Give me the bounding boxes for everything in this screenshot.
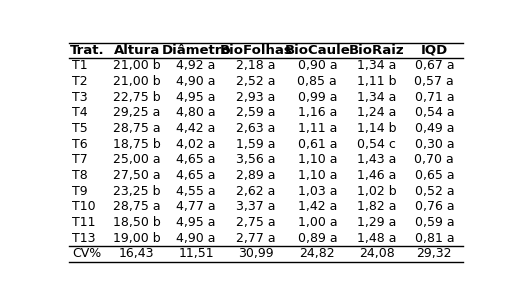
Text: 28,75 a: 28,75 a: [113, 200, 160, 213]
Text: 0,52 a: 0,52 a: [415, 184, 454, 198]
Text: 1,29 a: 1,29 a: [357, 216, 397, 229]
Text: Trat.: Trat.: [70, 44, 105, 57]
Text: 0,61 a: 0,61 a: [297, 138, 337, 150]
Text: 24,08: 24,08: [359, 247, 395, 260]
Text: 0,99 a: 0,99 a: [297, 91, 337, 103]
Text: 19,00 b: 19,00 b: [113, 231, 160, 245]
Text: CV%: CV%: [72, 247, 101, 260]
Text: 23,25 b: 23,25 b: [113, 184, 160, 198]
Text: T8: T8: [72, 169, 88, 182]
Text: 0,89 a: 0,89 a: [297, 231, 337, 245]
Text: 1,82 a: 1,82 a: [357, 200, 397, 213]
Text: 0,76 a: 0,76 a: [415, 200, 454, 213]
Text: 4,55 a: 4,55 a: [176, 184, 216, 198]
Text: T10: T10: [72, 200, 95, 213]
Text: 1,16 a: 1,16 a: [297, 106, 337, 119]
Text: 1,42 a: 1,42 a: [297, 200, 337, 213]
Text: 21,00 b: 21,00 b: [113, 75, 160, 88]
Text: T3: T3: [72, 91, 88, 103]
Text: T1: T1: [72, 59, 88, 72]
Text: 2,75 a: 2,75 a: [236, 216, 276, 229]
Text: 0,70 a: 0,70 a: [415, 153, 454, 166]
Text: T9: T9: [72, 184, 88, 198]
Text: 4,65 a: 4,65 a: [176, 153, 216, 166]
Text: 16,43: 16,43: [119, 247, 154, 260]
Text: 4,95 a: 4,95 a: [176, 216, 216, 229]
Text: BioCaule: BioCaule: [284, 44, 350, 57]
Text: 0,54 c: 0,54 c: [358, 138, 397, 150]
Text: 21,00 b: 21,00 b: [113, 59, 160, 72]
Text: 11,51: 11,51: [179, 247, 214, 260]
Text: Altura: Altura: [114, 44, 160, 57]
Text: 1,02 b: 1,02 b: [357, 184, 397, 198]
Text: 1,10 a: 1,10 a: [297, 153, 337, 166]
Text: BioRaiz: BioRaiz: [349, 44, 405, 57]
Text: 1,43 a: 1,43 a: [357, 153, 397, 166]
Text: T11: T11: [72, 216, 95, 229]
Text: 3,37 a: 3,37 a: [236, 200, 276, 213]
Text: 4,95 a: 4,95 a: [176, 91, 216, 103]
Text: 4,90 a: 4,90 a: [176, 75, 216, 88]
Text: 1,00 a: 1,00 a: [297, 216, 337, 229]
Text: 2,89 a: 2,89 a: [236, 169, 276, 182]
Text: 1,34 a: 1,34 a: [357, 59, 397, 72]
Text: 1,14 b: 1,14 b: [357, 122, 397, 135]
Text: 1,11 b: 1,11 b: [357, 75, 397, 88]
Text: 1,11 a: 1,11 a: [297, 122, 337, 135]
Text: 2,62 a: 2,62 a: [236, 184, 276, 198]
Text: 1,46 a: 1,46 a: [357, 169, 397, 182]
Text: 0,81 a: 0,81 a: [415, 231, 454, 245]
Text: 4,42 a: 4,42 a: [176, 122, 216, 135]
Text: 4,80 a: 4,80 a: [176, 106, 216, 119]
Text: T6: T6: [72, 138, 88, 150]
Text: 2,52 a: 2,52 a: [236, 75, 276, 88]
Text: 0,57 a: 0,57 a: [415, 75, 454, 88]
Text: 28,75 a: 28,75 a: [113, 122, 160, 135]
Text: 4,90 a: 4,90 a: [176, 231, 216, 245]
Text: 4,92 a: 4,92 a: [176, 59, 216, 72]
Text: 29,25 a: 29,25 a: [113, 106, 160, 119]
Text: 4,02 a: 4,02 a: [176, 138, 216, 150]
Text: 18,50 b: 18,50 b: [113, 216, 160, 229]
Text: 0,90 a: 0,90 a: [297, 59, 337, 72]
Text: Diâmetro: Diâmetro: [161, 44, 231, 57]
Text: 25,00 a: 25,00 a: [113, 153, 160, 166]
Text: IQD: IQD: [421, 44, 448, 57]
Text: 1,10 a: 1,10 a: [297, 169, 337, 182]
Text: 2,93 a: 2,93 a: [236, 91, 276, 103]
Text: 27,50 a: 27,50 a: [113, 169, 160, 182]
Text: 4,65 a: 4,65 a: [176, 169, 216, 182]
Text: 2,59 a: 2,59 a: [236, 106, 276, 119]
Text: 18,75 b: 18,75 b: [113, 138, 160, 150]
Text: 29,32: 29,32: [417, 247, 452, 260]
Text: 1,24 a: 1,24 a: [357, 106, 397, 119]
Text: T5: T5: [72, 122, 88, 135]
Text: 1,34 a: 1,34 a: [357, 91, 397, 103]
Text: 30,99: 30,99: [238, 247, 274, 260]
Text: 0,71 a: 0,71 a: [415, 91, 454, 103]
Text: T2: T2: [72, 75, 88, 88]
Text: 0,49 a: 0,49 a: [415, 122, 454, 135]
Text: 4,77 a: 4,77 a: [176, 200, 216, 213]
Text: 0,59 a: 0,59 a: [415, 216, 454, 229]
Text: 0,65 a: 0,65 a: [415, 169, 454, 182]
Text: 22,75 b: 22,75 b: [113, 91, 160, 103]
Text: 0,30 a: 0,30 a: [415, 138, 454, 150]
Text: 2,77 a: 2,77 a: [236, 231, 276, 245]
Text: BioFolhas: BioFolhas: [220, 44, 292, 57]
Text: 3,56 a: 3,56 a: [236, 153, 276, 166]
Text: T4: T4: [72, 106, 88, 119]
Text: 1,59 a: 1,59 a: [236, 138, 276, 150]
Text: 1,03 a: 1,03 a: [297, 184, 337, 198]
Text: 24,82: 24,82: [299, 247, 335, 260]
Text: 1,48 a: 1,48 a: [357, 231, 397, 245]
Text: 0,54 a: 0,54 a: [415, 106, 454, 119]
Text: 2,18 a: 2,18 a: [236, 59, 276, 72]
Text: 2,63 a: 2,63 a: [236, 122, 276, 135]
Text: 0,67 a: 0,67 a: [415, 59, 454, 72]
Text: T13: T13: [72, 231, 95, 245]
Text: 0,85 a: 0,85 a: [297, 75, 337, 88]
Text: T7: T7: [72, 153, 88, 166]
